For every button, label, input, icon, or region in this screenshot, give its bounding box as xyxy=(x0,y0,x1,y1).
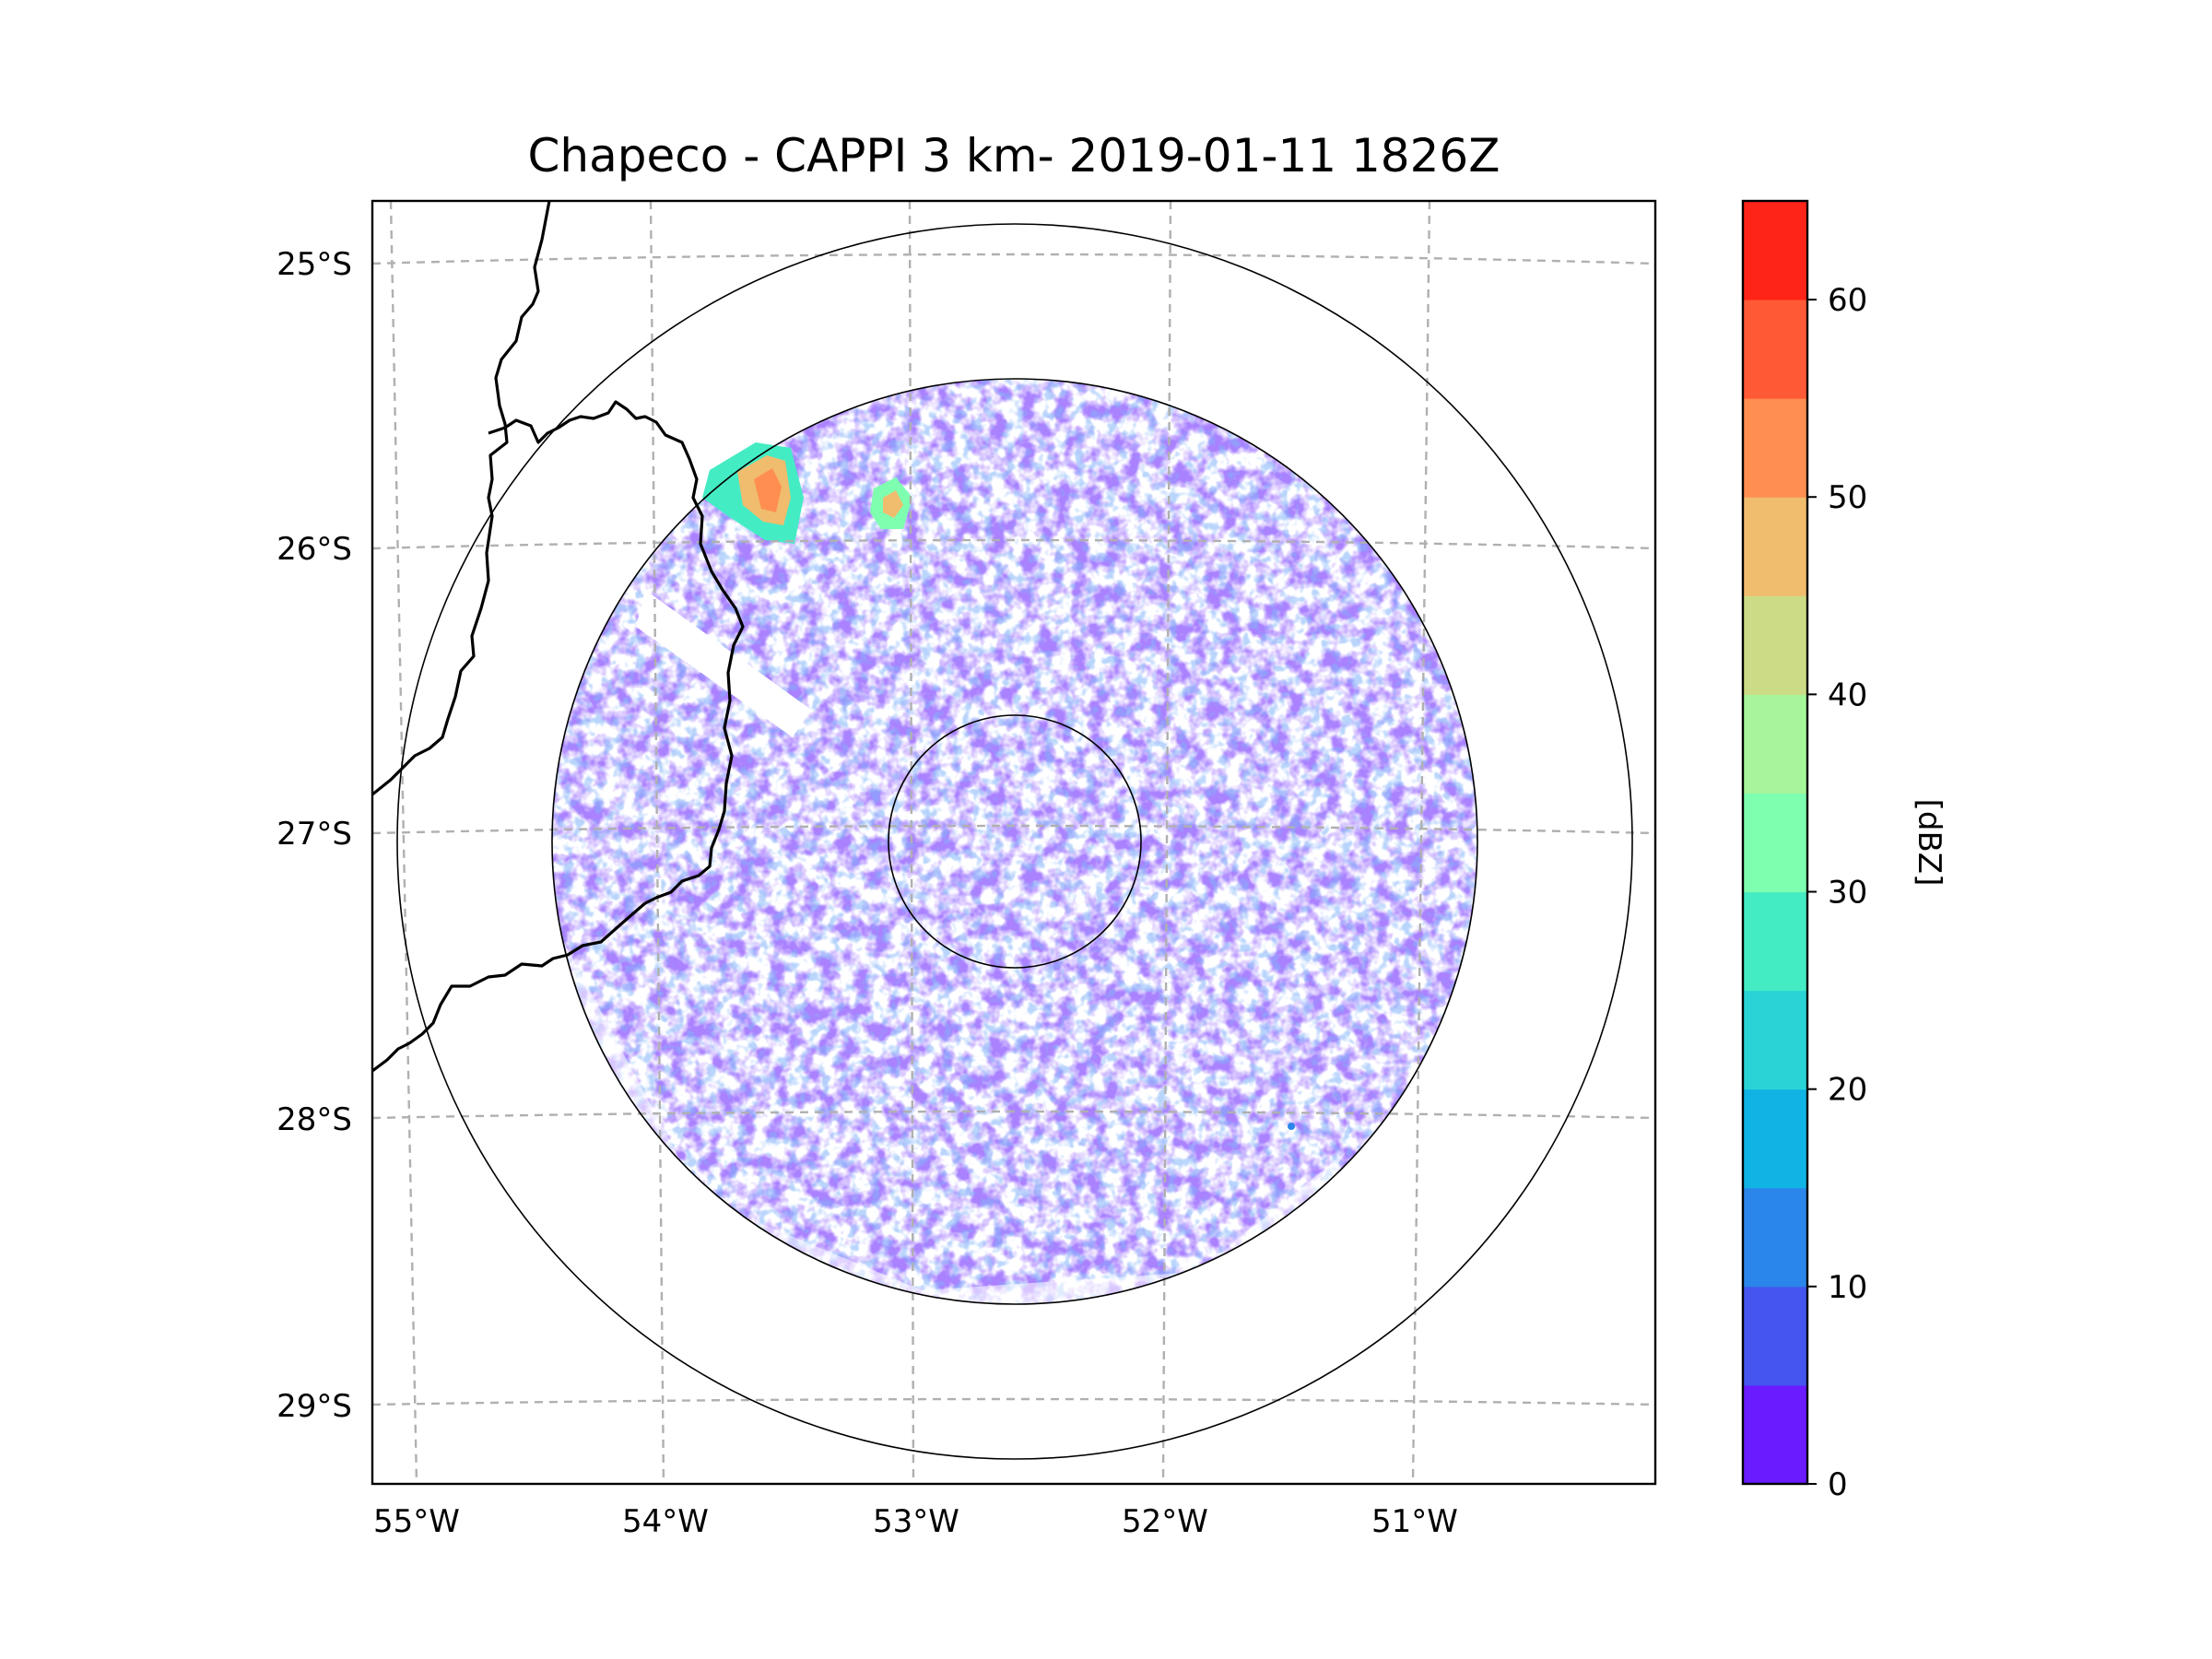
cell-secondary-core xyxy=(883,490,903,518)
colorbar-bin-35-40 xyxy=(1743,694,1807,794)
country-borders xyxy=(372,201,745,1073)
colorbar-tick-label-10: 10 xyxy=(1828,1269,1867,1306)
colorbar-tick-label-20: 20 xyxy=(1828,1072,1867,1109)
map-frame xyxy=(371,199,1657,1486)
border-brazil-south xyxy=(372,901,647,1073)
colorbar-frame xyxy=(1741,199,1809,1486)
gridline-lon-55 xyxy=(389,201,418,1484)
lon-tick-55w: 55°W xyxy=(373,1503,460,1540)
gridline-lon-51 xyxy=(1411,201,1431,1484)
chart-title: Chapeco - CAPPI 3 km- 2019-01-11 1826Z xyxy=(528,129,1500,182)
colorbar-bin-10-15 xyxy=(1743,1187,1807,1288)
colorbar-bin-40-45 xyxy=(1743,595,1807,695)
gridline-lon-52 xyxy=(1161,201,1172,1484)
colorbar-bin-45-50 xyxy=(1743,497,1807,596)
range-ring-150km xyxy=(551,378,1478,1305)
colorbar-tick-label-0: 0 xyxy=(1828,1466,1848,1503)
lat-tick-labels: 25°S 26°S 27°S 28°S 29°S xyxy=(276,246,352,1425)
lat-tick-27s: 27°S xyxy=(276,816,352,853)
isolated-echo-east xyxy=(1288,1123,1295,1130)
lon-tick-51w: 51°W xyxy=(1371,1503,1458,1540)
gridline-lat-25 xyxy=(372,253,1655,265)
colorbar-bin-30-35 xyxy=(1743,793,1807,893)
strong-echo-cells xyxy=(702,442,1295,1130)
cell-core-red xyxy=(754,468,782,512)
range-rings xyxy=(396,223,1633,1460)
gridline-lon-54 xyxy=(649,201,665,1484)
colorbar-tick-label-50: 50 xyxy=(1828,479,1867,516)
colorbar-bins xyxy=(1743,201,1807,1485)
colorbar-bin-20-25 xyxy=(1743,990,1807,1090)
lon-tick-54w: 54°W xyxy=(622,1503,709,1540)
colorbar-bin-5-10 xyxy=(1743,1286,1807,1386)
range-ring-200km xyxy=(396,223,1633,1460)
gridline-lon-53 xyxy=(908,201,915,1484)
gridline-lat-26 xyxy=(372,538,1655,550)
map-axes xyxy=(371,199,1657,1486)
colorbar-tick-label-40: 40 xyxy=(1828,677,1867,713)
border-paraguay-argentina xyxy=(372,201,551,796)
lat-tick-25s: 25°S xyxy=(276,246,352,283)
colorbar-bin-15-20 xyxy=(1743,1088,1807,1189)
colorbar-tick-label-30: 30 xyxy=(1828,875,1867,912)
range-ring-50km xyxy=(888,714,1142,969)
graticule xyxy=(372,201,1655,1484)
lat-tick-26s: 26°S xyxy=(276,531,352,568)
gridline-lat-27 xyxy=(372,824,1655,835)
echo-field-secondary xyxy=(552,379,1477,1304)
colorbar-label: [dBZ] xyxy=(1911,799,1947,887)
gridline-lat-29 xyxy=(372,1397,1655,1406)
border-argentina-brazil-north xyxy=(488,400,745,905)
colorbar-ticks: 0 10 20 30 40 50 60 xyxy=(1807,282,1867,1503)
colorbar-bin-25-30 xyxy=(1743,891,1807,992)
lon-tick-labels: 55°W 54°W 53°W 52°W 51°W xyxy=(373,1503,1458,1540)
colorbar-bin-60-65 xyxy=(1743,201,1807,300)
colorbar: 0 10 20 30 40 50 60 [dBZ] xyxy=(1741,199,1947,1503)
lat-tick-28s: 28°S xyxy=(276,1101,352,1138)
colorbar-bin-50-55 xyxy=(1743,398,1807,498)
lat-tick-29s: 29°S xyxy=(276,1388,352,1425)
gridline-lat-28 xyxy=(372,1110,1655,1120)
lon-tick-52w: 52°W xyxy=(1122,1503,1208,1540)
echo-gap-west-sector xyxy=(636,590,811,737)
lon-tick-53w: 53°W xyxy=(873,1503,959,1540)
colorbar-bin-55-60 xyxy=(1743,300,1807,399)
colorbar-bin-0-5 xyxy=(1743,1384,1807,1485)
colorbar-tick-label-60: 60 xyxy=(1828,282,1867,319)
